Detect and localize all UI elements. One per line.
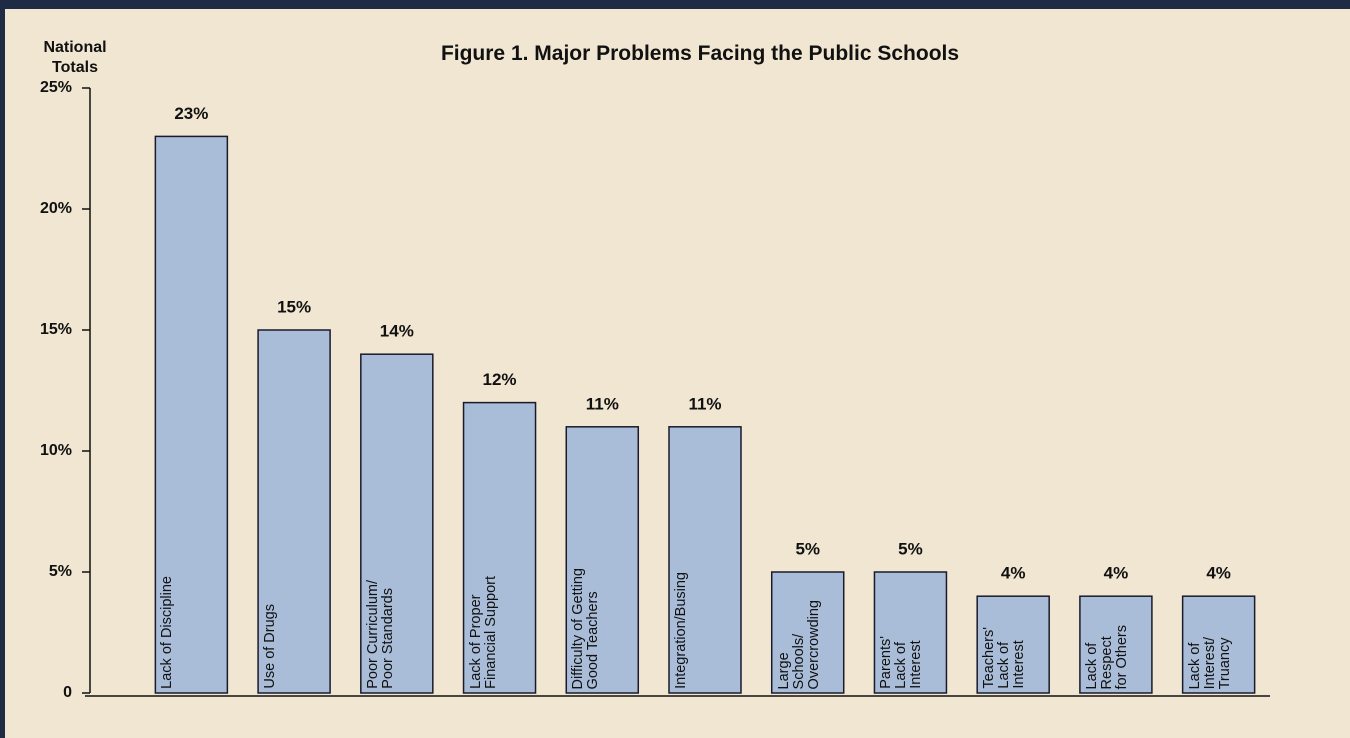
y-axis-label: National Totals [43,39,107,76]
value-label: 11% [688,394,721,413]
value-label: 23% [174,104,208,123]
value-label: 11% [586,394,619,413]
frame [0,0,1350,9]
bar [668,426,742,694]
chart-title: Figure 1. Major Problems Facing the Publ… [440,42,960,65]
category-label: Lack of Proper Financial Support [467,576,499,689]
frame [0,0,5,738]
value-label: 14% [380,322,414,341]
category-label: Lack of Discipline [159,576,176,689]
value-label: 15% [277,297,311,316]
bar [154,135,229,694]
bar [770,571,845,694]
bar [873,571,948,694]
bar [565,426,640,694]
value-label: 5% [898,539,923,558]
value-label: 12% [483,370,517,389]
category-label: Teachers' Lack of Interest [981,627,1028,689]
y-tick-label: 15% [40,321,72,338]
y-tick-label: 25% [40,79,72,96]
value-label: 4% [1001,564,1026,583]
value-label: 5% [795,539,820,558]
y-tick-label: 0 [63,684,72,701]
bar [462,401,537,694]
category-label: Large Schools/ Overcrowding [775,599,822,689]
category-label: Parents' Lack of Interest [878,636,925,689]
value-label: 4% [1104,564,1129,583]
category-label: Difficulty of Getting Good Teachers [570,567,602,689]
bar [1079,595,1153,694]
category-label: Lack of Respect for Others [1083,624,1130,689]
bar [1181,595,1256,694]
category-label: Lack of Interest/ Truancy [1186,636,1233,689]
category-label: Poor Curriculum/ Poor Standards [364,580,396,689]
value-label: 4% [1206,564,1231,583]
y-tick-label: 5% [49,563,72,580]
category-label: Use of Drugs [262,604,279,689]
bar [257,329,331,694]
y-tick-label: 10% [40,442,72,459]
bar [976,595,1050,694]
bar [360,353,434,694]
category-label: Integration/Busing [673,572,689,689]
y-tick-label: 20% [40,200,72,217]
